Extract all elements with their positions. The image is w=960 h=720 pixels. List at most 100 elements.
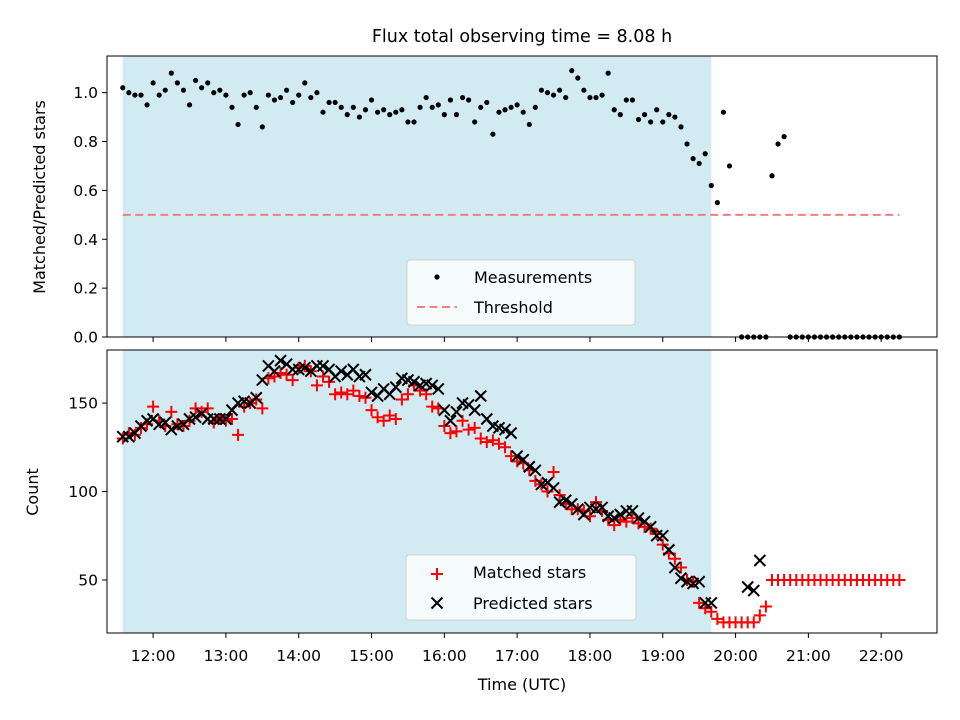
top-y-axis-label: Matched/Predicted stars <box>30 100 49 294</box>
measurement-point <box>229 104 235 110</box>
measurement-point <box>393 109 399 115</box>
predicted-star-point <box>432 382 445 396</box>
matched-star-point <box>298 359 311 372</box>
predicted-star-point <box>559 494 572 507</box>
measurement-point <box>714 200 720 206</box>
measurement-point <box>205 80 211 86</box>
measurement-point <box>296 92 302 98</box>
bottom-y-tick-label: 50 <box>78 571 98 589</box>
measurement-point <box>199 85 205 91</box>
measurement-point <box>520 109 526 115</box>
matched-star-point <box>189 402 202 415</box>
measurement-point <box>575 75 581 81</box>
measurement-point <box>563 94 569 101</box>
matched-star-point <box>626 512 639 525</box>
predicted-star-point <box>268 365 281 378</box>
measurement-point <box>593 94 599 101</box>
measurement-point <box>532 104 538 110</box>
predicted-star-point <box>662 543 676 557</box>
top-legend: Measurements Threshold <box>406 259 636 326</box>
predicted-star-point <box>468 403 481 417</box>
measurement-point <box>702 151 708 157</box>
top-x-ticks <box>152 337 882 342</box>
measurement-point <box>635 116 642 123</box>
matched-star-point <box>195 405 208 418</box>
predicted-star-point <box>747 584 760 597</box>
predicted-star-point <box>741 580 754 594</box>
measurement-point <box>514 102 520 108</box>
predicted-star-point <box>674 571 688 585</box>
matched-star-point <box>201 402 214 415</box>
matched-star-point <box>383 409 396 422</box>
matched-star-point <box>395 393 408 406</box>
measurement-point <box>726 163 733 169</box>
measurement-point <box>381 107 387 113</box>
predicted-star-point <box>595 501 609 514</box>
top-y-tick-label: 0.6 <box>73 182 98 200</box>
measurement-point <box>217 87 223 93</box>
measurement-point <box>672 114 678 120</box>
measurement-point <box>368 97 375 103</box>
measurement-point <box>684 141 690 147</box>
measurement-point <box>138 92 144 98</box>
top-y-ticks: 0.0 0.2 0.4 0.6 0.8 1.0 <box>73 84 107 347</box>
predicted-star-point <box>656 529 669 542</box>
matched-star-point <box>444 427 457 440</box>
measurement-point <box>544 90 551 96</box>
measurement-point <box>690 156 696 162</box>
measurement-point <box>168 70 174 76</box>
measurement-point <box>569 68 575 74</box>
measurement-point <box>550 92 557 98</box>
bottom-y-ticks: 50 100 150 <box>68 395 107 589</box>
predicted-star-point <box>444 414 457 427</box>
predicted-stars-series <box>116 354 767 610</box>
x-tick-label: 20:00 <box>713 647 758 665</box>
matched-star-point <box>377 414 390 427</box>
measurement-point <box>466 97 472 103</box>
measurement-point <box>490 131 496 137</box>
measurement-point <box>320 109 326 115</box>
measurement-point <box>186 102 193 108</box>
top-y-tick-label: 0.4 <box>73 231 98 249</box>
measurement-point <box>478 104 484 110</box>
matched-star-point <box>426 400 439 413</box>
measurements-series <box>120 68 902 340</box>
matched-star-point <box>310 379 323 392</box>
bottom-y-tick-label: 150 <box>68 395 98 413</box>
predicted-star-point <box>189 411 202 424</box>
measurement-point <box>411 119 417 125</box>
legend-measurements-label: Measurements <box>474 268 592 287</box>
matched-star-point <box>474 432 487 445</box>
x-tick-label: 19:00 <box>640 647 685 665</box>
measurement-point <box>174 80 180 86</box>
measurement-point <box>211 90 217 96</box>
measurement-point <box>283 87 290 93</box>
top-y-tick-label: 0.8 <box>73 133 98 151</box>
measurement-point <box>666 112 672 118</box>
legend-threshold-label: Threshold <box>473 298 553 317</box>
x-tick-label: 12:00 <box>131 647 176 665</box>
measurement-point <box>429 104 435 110</box>
measurement-point <box>629 97 636 103</box>
matched-star-point <box>747 616 760 629</box>
matched-star-point <box>329 388 342 401</box>
measurement-point <box>775 141 781 147</box>
matched-star-point <box>541 485 554 498</box>
measurement-point <box>502 107 508 113</box>
predicted-star-point <box>692 575 706 588</box>
predicted-star-point <box>498 423 512 436</box>
predicted-star-point <box>165 423 178 436</box>
matched-star-point <box>232 428 245 441</box>
predicted-star-point <box>365 386 378 399</box>
predicted-star-point <box>250 391 263 404</box>
predicted-star-point <box>407 375 421 389</box>
matched-star-point <box>468 421 481 434</box>
measurement-point <box>720 109 727 115</box>
matched-star-point <box>759 600 772 613</box>
matched-star-point <box>505 450 518 463</box>
measurement-point <box>144 102 150 108</box>
matched-star-point <box>347 384 360 397</box>
measurement-point <box>447 97 454 103</box>
matched-star-point <box>177 420 190 433</box>
